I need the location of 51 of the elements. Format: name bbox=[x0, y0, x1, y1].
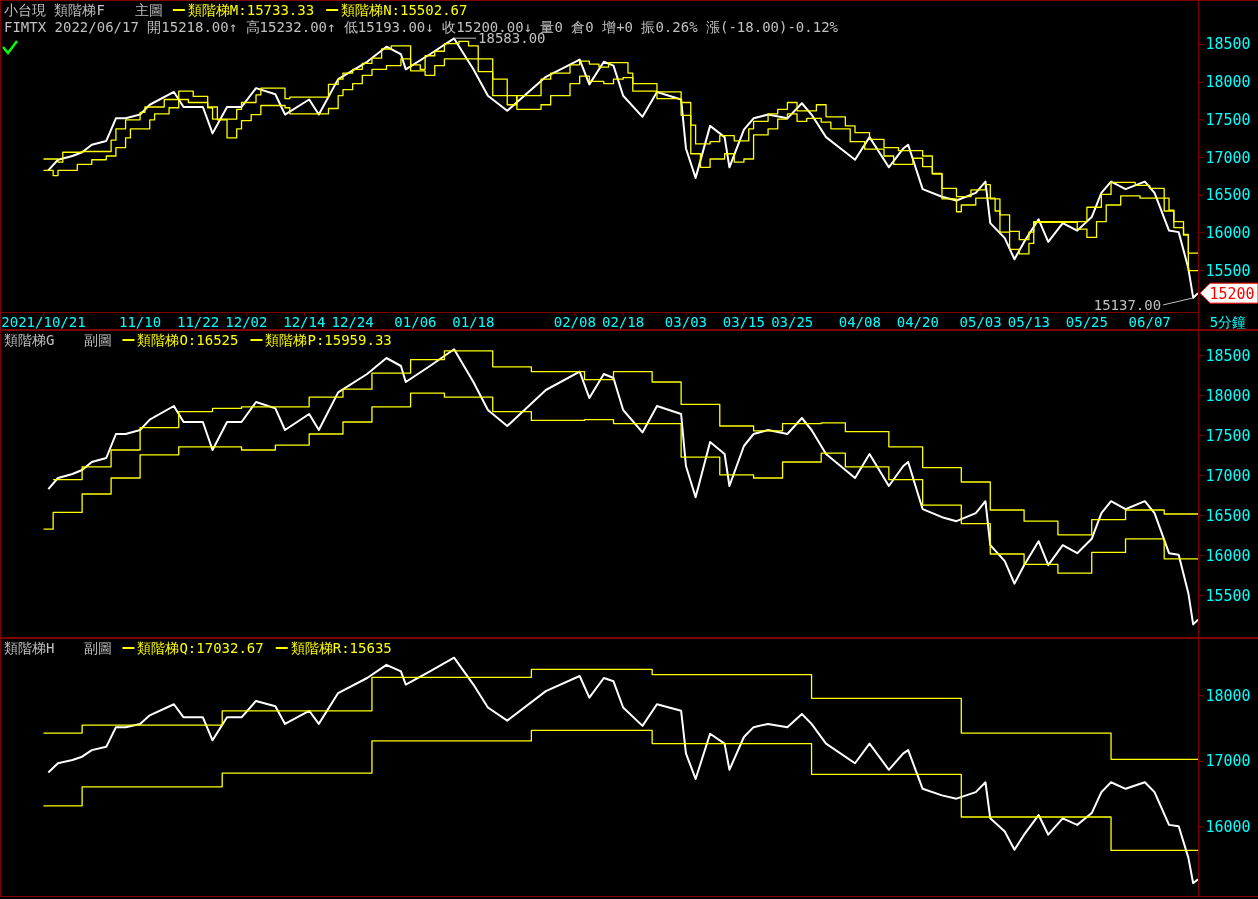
legend-label: 類階梯R:15635 bbox=[290, 640, 392, 656]
x-tick-label: 01/06 bbox=[394, 314, 437, 330]
annotation: 15200 bbox=[1209, 285, 1255, 304]
chart-title: 類階梯H bbox=[4, 640, 55, 656]
y-tick-label: 16500 bbox=[1205, 506, 1251, 525]
y-tick-label: 17000 bbox=[1205, 148, 1251, 167]
y-tick-label: 17500 bbox=[1205, 110, 1251, 129]
y-tick-label: 15500 bbox=[1205, 261, 1251, 280]
x-tick-label: 01/18 bbox=[452, 314, 495, 330]
y-tick-label: 16000 bbox=[1205, 546, 1251, 565]
y-tick-label: 18500 bbox=[1205, 346, 1251, 365]
x-tick-label: 05/13 bbox=[1007, 314, 1051, 330]
y-tick-label: 16500 bbox=[1205, 186, 1251, 205]
chart-title: 小台現 類階梯F bbox=[4, 2, 105, 18]
x-tick-label: 11/22 bbox=[176, 314, 220, 330]
legend-label: 類階梯N:15502.67 bbox=[341, 2, 468, 18]
y-tick-label: 16000 bbox=[1205, 817, 1251, 836]
x-tick-label: 02/08 bbox=[553, 314, 596, 330]
x-tick-label: 03/25 bbox=[771, 314, 814, 330]
legend-label: 類階梯M:15733.33 bbox=[187, 2, 315, 18]
x-tick-label: 05/25 bbox=[1065, 314, 1108, 330]
x-tick-label: 11/10 bbox=[119, 314, 162, 330]
x-tick-label: 03/03 bbox=[664, 314, 708, 330]
y-tick-label: 17500 bbox=[1205, 426, 1251, 445]
chart-subtitle: 副圖 bbox=[84, 332, 113, 348]
y-tick-label: 16000 bbox=[1205, 223, 1251, 242]
x-tick-label: 04/08 bbox=[838, 314, 881, 330]
chart-subtitle: 主圖 bbox=[134, 2, 163, 18]
y-tick-label: 18000 bbox=[1205, 386, 1251, 405]
x-tick-label: 05/03 bbox=[959, 314, 1002, 330]
x-tick-label: 03/15 bbox=[722, 314, 765, 330]
x-tick-label: 04/20 bbox=[896, 314, 939, 330]
x-tick-label: 02/18 bbox=[602, 314, 645, 330]
y-tick-label: 17000 bbox=[1205, 752, 1251, 771]
y-tick-label: 18000 bbox=[1205, 686, 1251, 705]
y-tick-label: 17000 bbox=[1205, 466, 1251, 485]
legend-label: 類階梯Q:17032.67 bbox=[137, 640, 264, 656]
annotation: 15137.00 bbox=[1093, 296, 1162, 313]
x-tick-label: 12/24 bbox=[331, 314, 374, 330]
x-tick-label: 12/14 bbox=[283, 314, 326, 330]
y-tick-label: 18000 bbox=[1205, 73, 1251, 92]
x-tick-label: 2021/10/21 bbox=[1, 314, 86, 330]
x-tick-label: 12/02 bbox=[225, 314, 268, 330]
legend-label: 類階梯O:16525 bbox=[137, 332, 239, 348]
y-tick-label: 18500 bbox=[1205, 35, 1251, 54]
x-tick-label: 06/07 bbox=[1128, 314, 1171, 330]
y-tick-label: 15500 bbox=[1205, 586, 1251, 605]
chart-subtitle: 副圖 bbox=[84, 640, 113, 656]
x-axis-title: 5分鐘 bbox=[1209, 314, 1247, 330]
legend-label: 類階梯P:15959.33 bbox=[265, 332, 392, 348]
chart-title: 類階梯G bbox=[4, 332, 55, 348]
